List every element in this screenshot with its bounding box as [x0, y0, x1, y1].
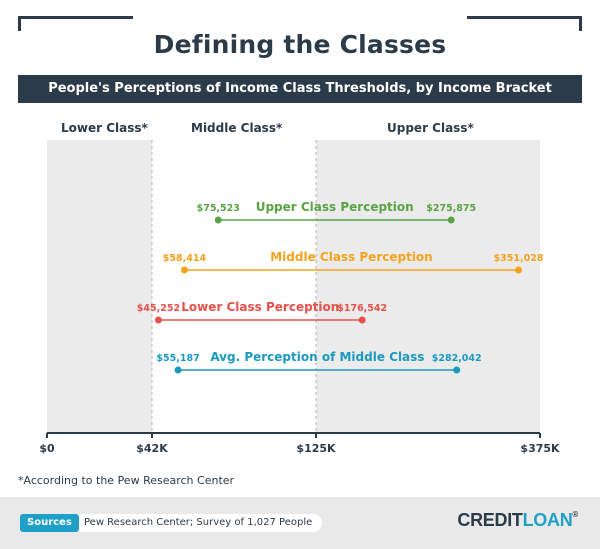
range-high-label-2: $176,542: [337, 303, 387, 314]
range-low-label-3: $55,187: [156, 353, 199, 364]
range-high-point-2: [358, 316, 366, 324]
range-low-label-1: $58,414: [163, 253, 207, 264]
creditloan-logo: CREDITLOAN®: [457, 510, 578, 531]
range-high-point-0: [447, 216, 455, 224]
series-name-label-2: Lower Class Perception: [181, 300, 339, 314]
range-high-label-0: $275,875: [426, 203, 476, 214]
range-low-label-0: $75,523: [197, 203, 240, 214]
band-label-middle: Middle Class*: [191, 121, 283, 135]
band-shade-lower: [47, 140, 152, 433]
range-high-point-1: [515, 266, 523, 274]
footnote: *According to the Pew Research Center: [18, 474, 235, 487]
frame-top-left-line: [18, 16, 133, 19]
range-low-point-1: [180, 266, 188, 274]
series-name-label-3: Avg. Perception of Middle Class: [210, 350, 424, 364]
series-name-label-1: Middle Class Perception: [270, 250, 432, 264]
band-label-lower: Lower Class*: [61, 121, 148, 135]
brand-credit: CREDIT: [457, 510, 523, 530]
brand-registered: ®: [572, 510, 578, 519]
range-low-point-2: [154, 316, 162, 324]
band-label-upper: Upper Class*: [387, 121, 474, 135]
x-tick-label-1: $42K: [136, 442, 168, 455]
band-shade-upper: [316, 140, 540, 433]
page-title: Defining the Classes: [153, 30, 447, 59]
range-low-point-3: [174, 366, 182, 374]
range-low-label-2: $45,252: [137, 303, 180, 314]
frame-top-right-line: [467, 16, 582, 19]
chart-subtitle: People's Perceptions of Income Class Thr…: [18, 75, 582, 103]
x-tick-label-0: $0: [39, 442, 55, 455]
sources-text: Pew Research Center; Survey of 1,027 Peo…: [74, 514, 323, 532]
footer: Pew Research Center; Survey of 1,027 Peo…: [0, 497, 600, 549]
x-tick-label-2: $125K: [296, 442, 336, 455]
range-high-label-1: $351,028: [494, 253, 544, 264]
series-name-label-0: Upper Class Perception: [256, 200, 414, 214]
sources-badge: Sources: [20, 514, 79, 532]
range-high-label-3: $282,042: [432, 353, 482, 364]
x-tick-label-3: $375K: [520, 442, 560, 455]
range-high-point-3: [453, 366, 461, 374]
range-low-point-0: [214, 216, 222, 224]
brand-loan: LOAN: [522, 510, 573, 530]
